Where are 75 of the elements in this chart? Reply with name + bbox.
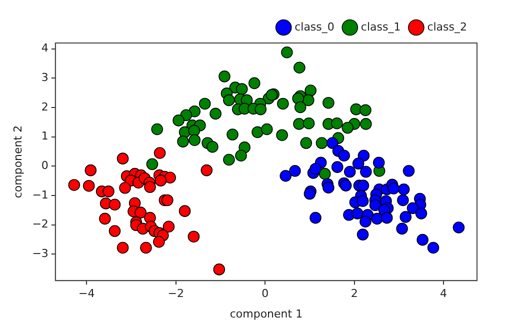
point <box>340 180 352 192</box>
x-tick-label: −2 <box>168 287 184 300</box>
point <box>369 199 382 212</box>
point <box>84 164 97 176</box>
point <box>360 166 372 178</box>
point <box>427 242 440 254</box>
point <box>153 236 165 248</box>
y-tick-label: −2 <box>32 218 48 231</box>
point <box>178 205 191 217</box>
point <box>326 137 338 149</box>
point <box>402 164 415 177</box>
point <box>161 194 174 206</box>
y-tick-label: 1 <box>41 130 48 143</box>
point <box>304 188 316 200</box>
point <box>406 202 419 214</box>
point <box>372 156 385 169</box>
x-tick-label: 4 <box>440 287 448 300</box>
legend-label: class_2 <box>427 20 468 34</box>
point <box>397 194 409 206</box>
point <box>162 220 175 233</box>
point <box>388 182 400 194</box>
point <box>200 164 213 176</box>
legend-label: class_1 <box>360 20 401 34</box>
point <box>108 225 121 237</box>
point <box>352 208 364 220</box>
point <box>164 172 176 184</box>
point <box>338 150 350 162</box>
point <box>68 179 80 191</box>
point <box>358 150 370 162</box>
x-tick-label: −4 <box>78 287 95 300</box>
y-tick-label: 4 <box>41 42 48 55</box>
point <box>396 222 408 235</box>
point <box>380 212 393 224</box>
point <box>134 206 147 218</box>
y-tick-label: 0 <box>41 159 48 172</box>
point <box>360 216 372 228</box>
point <box>371 212 383 225</box>
point <box>116 242 129 254</box>
point <box>154 174 167 186</box>
point <box>416 234 428 246</box>
point <box>213 264 226 276</box>
point <box>352 158 364 170</box>
legend-label: class_0 <box>294 20 334 34</box>
y-tick-label: 2 <box>41 100 48 114</box>
x-axis-title: component 1 <box>230 307 303 320</box>
point <box>452 222 465 234</box>
y-tick-label: 3 <box>41 71 48 84</box>
point <box>99 212 111 225</box>
point <box>102 186 114 198</box>
y-tick-label: −3 <box>32 247 48 260</box>
point <box>331 161 344 173</box>
point <box>310 212 322 224</box>
point <box>188 230 200 242</box>
point <box>119 182 131 194</box>
y-axis-title: component 2 <box>11 125 24 198</box>
point <box>356 195 369 208</box>
point <box>400 211 412 223</box>
point <box>398 183 410 196</box>
point <box>82 180 95 192</box>
point <box>144 181 156 193</box>
x-tick-label: 2 <box>350 287 358 300</box>
point <box>356 228 369 240</box>
point <box>322 182 334 194</box>
point <box>415 208 428 220</box>
point <box>344 166 356 178</box>
point <box>289 164 301 177</box>
x-tick-label: 0 <box>262 287 269 300</box>
point <box>310 162 322 175</box>
point <box>357 180 370 192</box>
point <box>154 147 166 159</box>
y-tick-label: −1 <box>32 188 48 202</box>
point <box>140 242 152 254</box>
point <box>280 170 292 182</box>
point <box>108 198 121 211</box>
point <box>116 152 129 164</box>
